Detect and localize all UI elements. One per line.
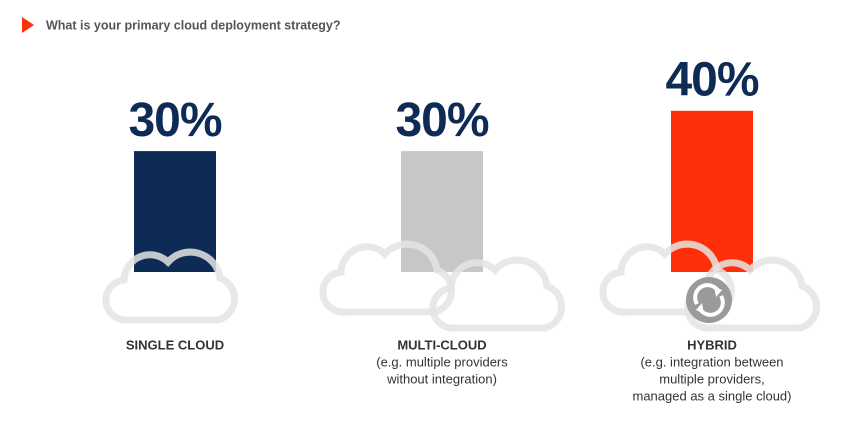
- value-label: 30%: [395, 94, 488, 147]
- value-label: 30%: [128, 94, 221, 147]
- cloud-icon: [599, 240, 736, 316]
- category-label: HYBRID: [687, 337, 737, 352]
- chart-title: What is your primary cloud deployment st…: [46, 18, 341, 32]
- category-note: (e.g. multiple providers: [376, 354, 508, 369]
- category-note: multiple providers,: [659, 371, 765, 386]
- sync-icon: [686, 277, 732, 323]
- cloud-icon: [102, 248, 239, 324]
- sync-arrow-head: [714, 286, 722, 297]
- category-label: MULTI-CLOUD: [397, 337, 486, 352]
- bar: [401, 151, 483, 272]
- sync-arrow-head: [696, 303, 704, 314]
- cloud-icon: [429, 256, 566, 332]
- category-note: (e.g. integration between: [640, 354, 783, 369]
- category-note: without integration): [386, 371, 497, 386]
- title-marker: [22, 17, 34, 33]
- category-label: SINGLE CLOUD: [126, 337, 224, 352]
- value-label: 40%: [665, 53, 758, 106]
- category-note: managed as a single cloud): [633, 388, 792, 403]
- cloud-icons: [102, 240, 821, 332]
